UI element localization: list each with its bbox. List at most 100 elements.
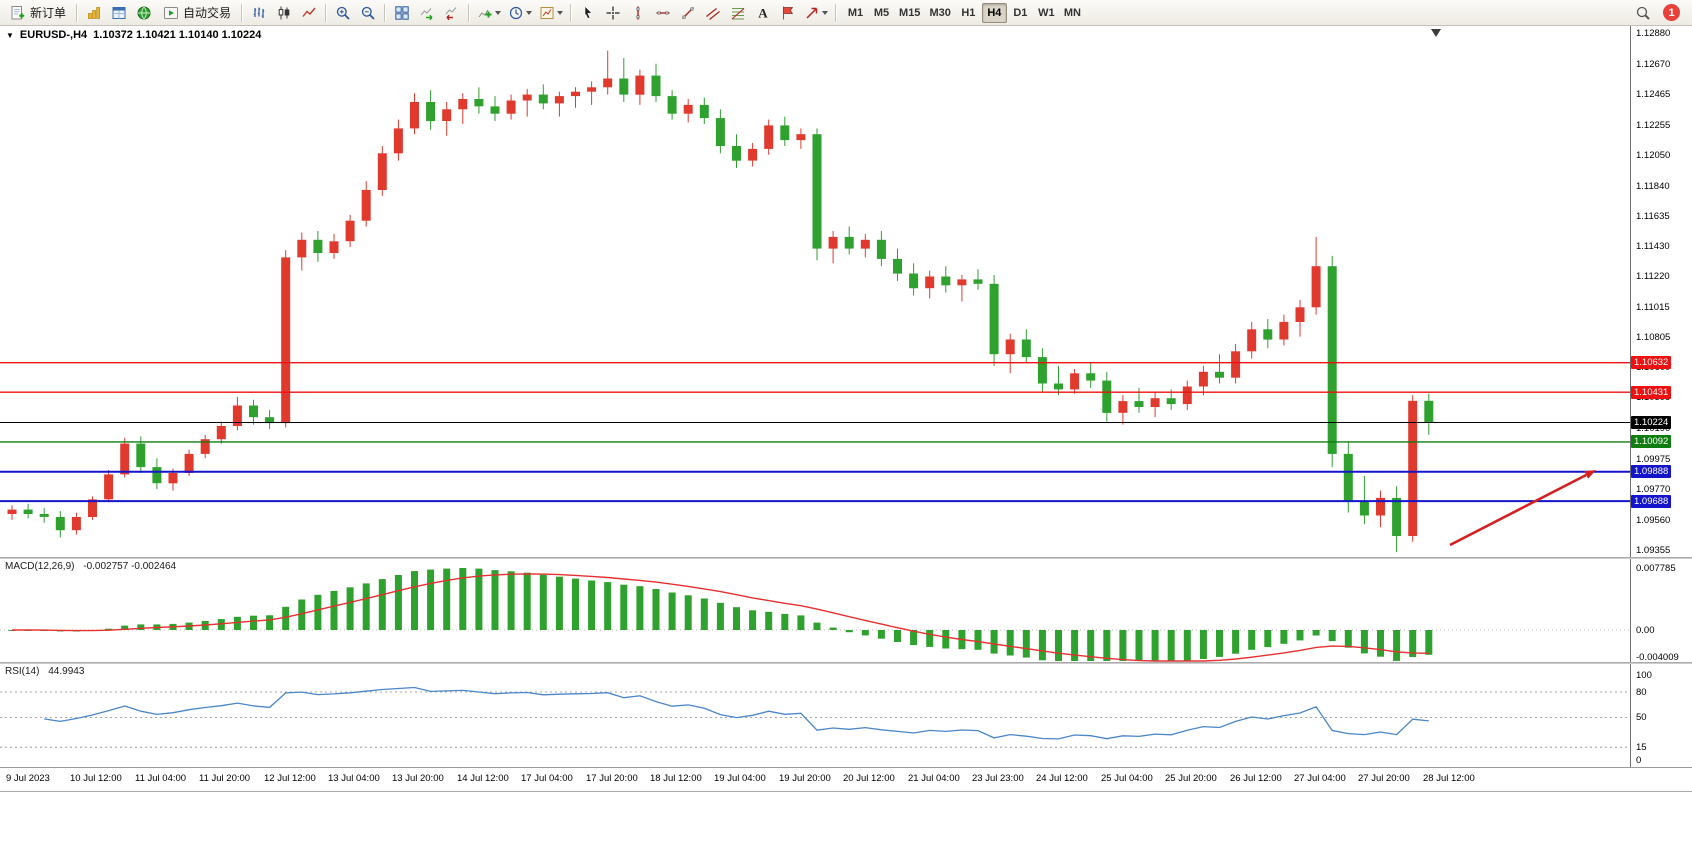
line-chart-button[interactable] xyxy=(297,2,321,24)
rsi-label: RSI(14) xyxy=(5,666,40,677)
zoom-in-button[interactable] xyxy=(331,2,355,24)
timeframe-w1-button[interactable]: W1 xyxy=(1034,3,1059,23)
fibonacci-button[interactable] xyxy=(726,2,750,24)
rsi-chart[interactable] xyxy=(0,664,1630,767)
price-line-tag: 1.10224 xyxy=(1631,416,1672,429)
rsi-value: 44.9943 xyxy=(48,666,85,677)
new-order-button[interactable]: 新订单 xyxy=(4,2,72,24)
market-watch-button[interactable] xyxy=(82,2,106,24)
timeframe-toolbar: M1 M5 M15 M30 H1 H4 D1 W1 MN xyxy=(843,2,1085,23)
time-label: 26 Jul 12:00 xyxy=(1230,773,1282,784)
price-line-tag: 1.09688 xyxy=(1631,495,1672,508)
panel-splitter[interactable] xyxy=(0,662,1692,664)
zoom-in-icon xyxy=(336,6,350,20)
time-label: 18 Jul 12:00 xyxy=(650,773,702,784)
dropdown-caret-icon xyxy=(557,10,564,15)
chart-shift-button[interactable] xyxy=(440,2,464,24)
dropdown-caret-icon xyxy=(526,10,533,15)
periods-button[interactable] xyxy=(505,2,535,24)
time-axis[interactable]: 9 Jul 2023 10 Jul 12:00 11 Jul 04:00 11 Jul… xyxy=(0,768,1692,791)
price-tick: 1.09975 xyxy=(1636,454,1671,465)
indicators-button[interactable] xyxy=(474,2,504,24)
price-line-tag: 1.10092 xyxy=(1631,435,1672,448)
toolbar-right-group: 1 xyxy=(1631,2,1688,24)
arrow-label-button[interactable] xyxy=(776,2,800,24)
horizontal-line-button[interactable] xyxy=(651,2,675,24)
rsi-header: RSI(14) 44.9943 xyxy=(5,666,84,677)
vertical-line-icon xyxy=(636,6,640,19)
time-label: 23 Jul 23:00 xyxy=(972,773,1024,784)
rsi-scale-label: 50 xyxy=(1636,712,1647,723)
periods-clock-icon xyxy=(509,6,523,19)
time-label: 9 Jul 2023 xyxy=(6,773,50,784)
time-label: 20 Jul 12:00 xyxy=(843,773,895,784)
time-label: 17 Jul 04:00 xyxy=(521,773,573,784)
price-chart-panel[interactable]: ▼ EURUSD-,H4 1.10372 1.10421 1.10140 1.1… xyxy=(0,26,1630,557)
time-label: 27 Jul 04:00 xyxy=(1294,773,1346,784)
timeframe-mn-button[interactable]: MN xyxy=(1060,3,1085,23)
timeframe-m5-button[interactable]: M5 xyxy=(869,3,894,23)
tile-windows-button[interactable] xyxy=(390,2,414,24)
price-tick: 1.11635 xyxy=(1636,211,1670,222)
data-window-button[interactable] xyxy=(107,2,131,24)
auto-scroll-icon xyxy=(420,7,433,20)
time-label: 13 Jul 04:00 xyxy=(328,773,380,784)
label-flag-icon xyxy=(783,6,794,19)
text-button[interactable]: A xyxy=(751,2,775,24)
vertical-line-button[interactable] xyxy=(626,2,650,24)
time-label: 25 Jul 04:00 xyxy=(1101,773,1153,784)
price-tick: 1.09355 xyxy=(1636,545,1671,556)
price-tick: 1.12465 xyxy=(1636,89,1671,100)
toolbar-separator xyxy=(325,3,328,22)
rsi-scale-label: 80 xyxy=(1636,687,1647,698)
shapes-button[interactable] xyxy=(801,2,831,24)
search-button[interactable] xyxy=(1631,2,1655,24)
rsi-scale-label: 15 xyxy=(1636,742,1647,753)
timeframe-m1-button[interactable]: M1 xyxy=(843,3,868,23)
price-tick: 1.12880 xyxy=(1636,28,1671,39)
cursor-button[interactable] xyxy=(576,2,600,24)
time-label: 28 Jul 12:00 xyxy=(1423,773,1475,784)
crosshair-button[interactable] xyxy=(601,2,625,24)
price-tick: 1.10805 xyxy=(1636,332,1671,343)
macd-chart[interactable] xyxy=(0,559,1630,662)
terminal-button[interactable] xyxy=(132,2,156,24)
dropdown-caret-icon xyxy=(822,10,829,15)
time-label: 19 Jul 20:00 xyxy=(779,773,831,784)
panel-splitter[interactable] xyxy=(0,557,1692,559)
zoom-out-icon xyxy=(361,6,375,20)
quick-trade-toggle-icon[interactable]: ▼ xyxy=(6,30,14,40)
auto-scroll-button[interactable] xyxy=(415,2,439,24)
rsi-scale-label: 0 xyxy=(1636,755,1642,766)
price-axis[interactable]: 1.12880 1.12670 1.12465 1.12255 1.12050 1.118… xyxy=(1630,26,1692,767)
candlestick-chart-button[interactable] xyxy=(272,2,296,24)
bar-chart-button[interactable] xyxy=(247,2,271,24)
text-icon: A xyxy=(758,5,768,20)
notifications-badge[interactable]: 1 xyxy=(1663,4,1680,21)
price-tick: 1.12050 xyxy=(1636,150,1671,161)
price-line-tag: 1.10632 xyxy=(1631,356,1672,369)
macd-values: -0.002757 -0.002464 xyxy=(83,561,177,572)
timeframe-m15-button[interactable]: M15 xyxy=(895,3,924,23)
timeframe-m30-button[interactable]: M30 xyxy=(925,3,954,23)
toolbar-separator xyxy=(468,3,471,22)
candlestick-chart[interactable] xyxy=(0,26,1630,557)
chart-window-eurusd-h4: ▼ EURUSD-,H4 1.10372 1.10421 1.10140 1.1… xyxy=(0,26,1692,792)
timeframe-h1-button[interactable]: H1 xyxy=(956,3,981,23)
channel-button[interactable] xyxy=(701,2,725,24)
trendline-button[interactable] xyxy=(676,2,700,24)
zoom-out-button[interactable] xyxy=(356,2,380,24)
price-tick: 1.11220 xyxy=(1636,271,1670,282)
price-tick: 1.11840 xyxy=(1636,181,1670,192)
macd-label: MACD(12,26,9) xyxy=(5,561,75,572)
rsi-panel[interactable]: RSI(14) 44.9943 xyxy=(0,664,1630,767)
autotrading-icon xyxy=(164,6,179,19)
autotrading-button[interactable]: 自动交易 xyxy=(157,2,237,24)
templates-button[interactable] xyxy=(536,2,566,24)
timeframe-h4-button[interactable]: H4 xyxy=(981,2,1007,23)
timeframe-d1-button[interactable]: D1 xyxy=(1008,3,1033,23)
cursor-icon xyxy=(584,5,593,19)
macd-scale-label: -0.004009 xyxy=(1636,652,1679,663)
macd-panel[interactable]: MACD(12,26,9) -0.002757 -0.002464 xyxy=(0,559,1630,662)
time-label: 25 Jul 20:00 xyxy=(1165,773,1217,784)
